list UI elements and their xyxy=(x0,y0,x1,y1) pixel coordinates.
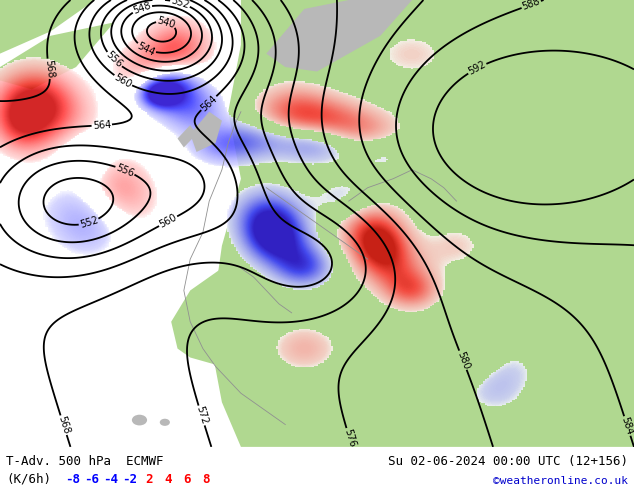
Text: 592: 592 xyxy=(467,59,488,77)
Text: 564: 564 xyxy=(92,120,112,131)
Text: 564: 564 xyxy=(198,93,219,113)
Text: 552: 552 xyxy=(79,215,100,230)
Polygon shape xyxy=(209,0,634,447)
Text: Su 02-06-2024 00:00 UTC (12+156): Su 02-06-2024 00:00 UTC (12+156) xyxy=(387,455,628,467)
Text: 6: 6 xyxy=(183,473,191,486)
Polygon shape xyxy=(171,268,279,367)
Text: -8: -8 xyxy=(65,473,81,486)
Text: 576: 576 xyxy=(342,428,357,448)
Text: 552: 552 xyxy=(170,0,191,11)
Text: 560: 560 xyxy=(112,72,134,90)
Text: ©weatheronline.co.uk: ©weatheronline.co.uk xyxy=(493,476,628,486)
Polygon shape xyxy=(0,0,95,53)
Circle shape xyxy=(160,419,170,426)
Polygon shape xyxy=(190,112,222,152)
Text: T-Adv. 500 hPa  ECMWF: T-Adv. 500 hPa ECMWF xyxy=(6,455,164,467)
Text: -4: -4 xyxy=(103,473,119,486)
Text: 568: 568 xyxy=(43,59,55,78)
Text: 548: 548 xyxy=(132,0,152,16)
Text: 560: 560 xyxy=(158,213,179,230)
Text: 8: 8 xyxy=(202,473,210,486)
Text: -2: -2 xyxy=(122,473,138,486)
Text: (K/6h): (K/6h) xyxy=(6,473,51,486)
Text: 572: 572 xyxy=(194,405,209,426)
Text: 4: 4 xyxy=(164,473,172,486)
Text: 584: 584 xyxy=(619,416,634,436)
Text: 2: 2 xyxy=(145,473,153,486)
Polygon shape xyxy=(0,23,114,89)
Text: 556: 556 xyxy=(115,162,136,178)
Polygon shape xyxy=(266,0,412,72)
Text: 580: 580 xyxy=(455,350,471,370)
Text: 588: 588 xyxy=(521,0,541,12)
Text: -6: -6 xyxy=(84,473,100,486)
Polygon shape xyxy=(178,125,197,147)
Text: 540: 540 xyxy=(156,15,176,30)
Circle shape xyxy=(132,415,147,425)
Text: 544: 544 xyxy=(136,40,157,57)
Text: 568: 568 xyxy=(56,415,71,436)
Text: 556: 556 xyxy=(104,49,124,70)
